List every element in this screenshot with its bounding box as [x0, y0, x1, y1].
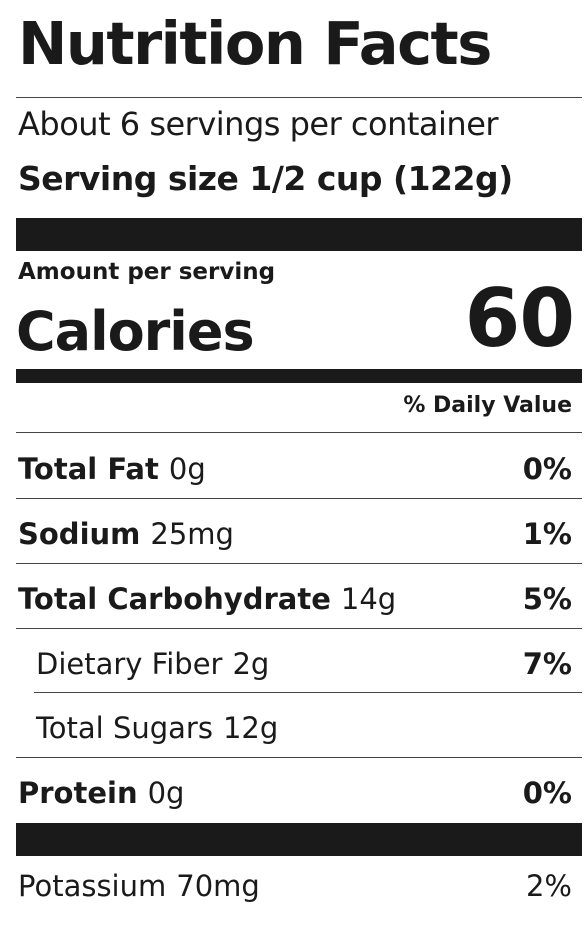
medium-divider — [16, 369, 582, 383]
divider — [34, 692, 582, 693]
divider — [16, 498, 582, 499]
nutrient-name: Dietary Fiber — [36, 647, 223, 681]
amount-per-serving: Amount per serving — [18, 259, 276, 285]
nutrient-amount: 0g — [168, 452, 206, 486]
vitamin-dv: 2% — [525, 869, 572, 903]
nutrient-amount: 2g — [232, 647, 270, 681]
nutrient-name: Total Carbohydrate — [18, 582, 331, 616]
nutrient-dv: 1% — [522, 517, 572, 551]
label-title: Nutrition Facts — [18, 9, 492, 78]
nutrient-name: Total Sugars — [36, 711, 213, 745]
serving-size: Serving size 1/2 cup (122g) — [18, 159, 513, 198]
vitamin-row-potassium: Potassium 70mg — [18, 872, 260, 901]
nutrient-amount: 12g — [222, 711, 279, 745]
nutrient-row-sodium: Sodium 25mg — [18, 520, 234, 549]
calories-label: Calories — [16, 300, 255, 363]
nutrient-amount: 0g — [147, 776, 185, 810]
calories-value: 60 — [464, 272, 575, 365]
vitamin-name: Potassium — [18, 869, 167, 903]
divider — [16, 97, 582, 98]
nutrient-name: Protein — [18, 776, 138, 810]
thick-divider — [16, 218, 582, 251]
nutrient-dv: 7% — [522, 647, 572, 681]
nutrient-dv: 5% — [522, 582, 572, 616]
divider — [16, 432, 582, 433]
nutrient-dv: 0% — [522, 776, 572, 810]
nutrient-amount: 25mg — [150, 517, 234, 551]
nutrient-row-total-sugars: Total Sugars 12g — [36, 714, 278, 743]
nutrient-row-protein: Protein 0g — [18, 779, 184, 808]
nutrient-name: Total Fat — [18, 452, 159, 486]
thick-divider — [16, 823, 582, 856]
divider — [16, 757, 582, 758]
nutrient-row-dietary-fiber: Dietary Fiber 2g — [36, 650, 269, 679]
divider — [16, 563, 582, 564]
divider — [16, 628, 582, 629]
nutrition-facts-label: Nutrition Facts About 6 servings per con… — [16, 0, 582, 926]
nutrient-dv: 0% — [522, 452, 572, 486]
servings-per-container: About 6 servings per container — [18, 105, 499, 143]
daily-value-header: % Daily Value — [403, 393, 572, 418]
vitamin-amount: 70mg — [176, 869, 260, 903]
nutrient-row-total-fat: Total Fat 0g — [18, 455, 206, 484]
nutrient-name: Sodium — [18, 517, 141, 551]
nutrient-row-total-carbohydrate: Total Carbohydrate 14g — [18, 585, 396, 614]
nutrient-amount: 14g — [340, 582, 397, 616]
